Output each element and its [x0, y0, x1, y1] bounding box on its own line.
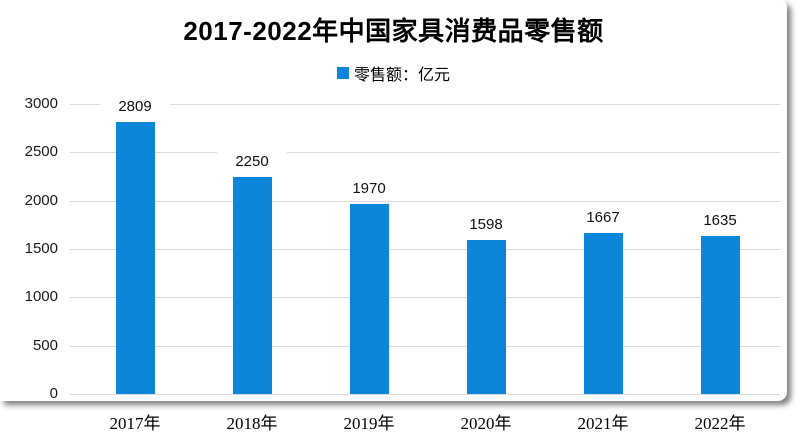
chart-panel: 2017-2022年中国家具消费品零售额 零售额：亿元 0 500 1000 1500…: [0, 16, 787, 402]
chart-title: 2017-2022年中国家具消费品零售额: [183, 16, 604, 46]
x-category-label: 2021年: [577, 414, 629, 433]
gridline: [70, 200, 780, 202]
y-axis-tick-label: 1500: [24, 240, 58, 257]
bar-2017年: [115, 122, 155, 394]
bar-2020年: [466, 239, 506, 394]
y-axis-tick-label: 3000: [24, 95, 58, 112]
legend: 零售额：亿元: [0, 61, 787, 85]
gridline: [70, 394, 780, 395]
bar-value-label: 1598: [451, 214, 521, 234]
x-category-label: 2019年: [343, 414, 395, 433]
legend-swatch-icon: [336, 67, 349, 79]
gridline: [70, 249, 780, 250]
y-axis-tick-label: 500: [32, 336, 58, 354]
y-axis-tick-label: 0: [49, 385, 58, 402]
gridline: [70, 152, 780, 154]
y-axis-tick-label: 1000: [24, 288, 58, 306]
bar-2021年: [583, 232, 623, 394]
y-axis-tick-label: 2500: [24, 143, 58, 161]
bar-value-label: 2250: [217, 151, 287, 171]
x-category-label: 2018年: [226, 414, 278, 433]
x-category-label: 2022年: [694, 414, 746, 433]
bar-2018年: [232, 176, 272, 394]
plot-area: 0 500 1000 1500 2000 2500 3000 2809 2250 1970 1598…: [24, 95, 780, 402]
bar-value-label: 1970: [334, 178, 404, 198]
gridline: [70, 104, 780, 105]
bar-2019年: [349, 203, 389, 394]
gridline: [70, 297, 780, 299]
gridline: [70, 345, 780, 347]
legend-label: 零售额：亿元: [353, 67, 450, 84]
bar-2022年: [700, 235, 740, 394]
bar-value-label: 1635: [685, 210, 755, 230]
bar-value-label: 2809: [100, 97, 170, 117]
x-category-label: 2020年: [460, 414, 512, 433]
x-category-label: 2017年: [109, 414, 161, 433]
bar-value-label: 1667: [568, 207, 638, 227]
y-axis-tick-label: 2000: [24, 191, 58, 209]
